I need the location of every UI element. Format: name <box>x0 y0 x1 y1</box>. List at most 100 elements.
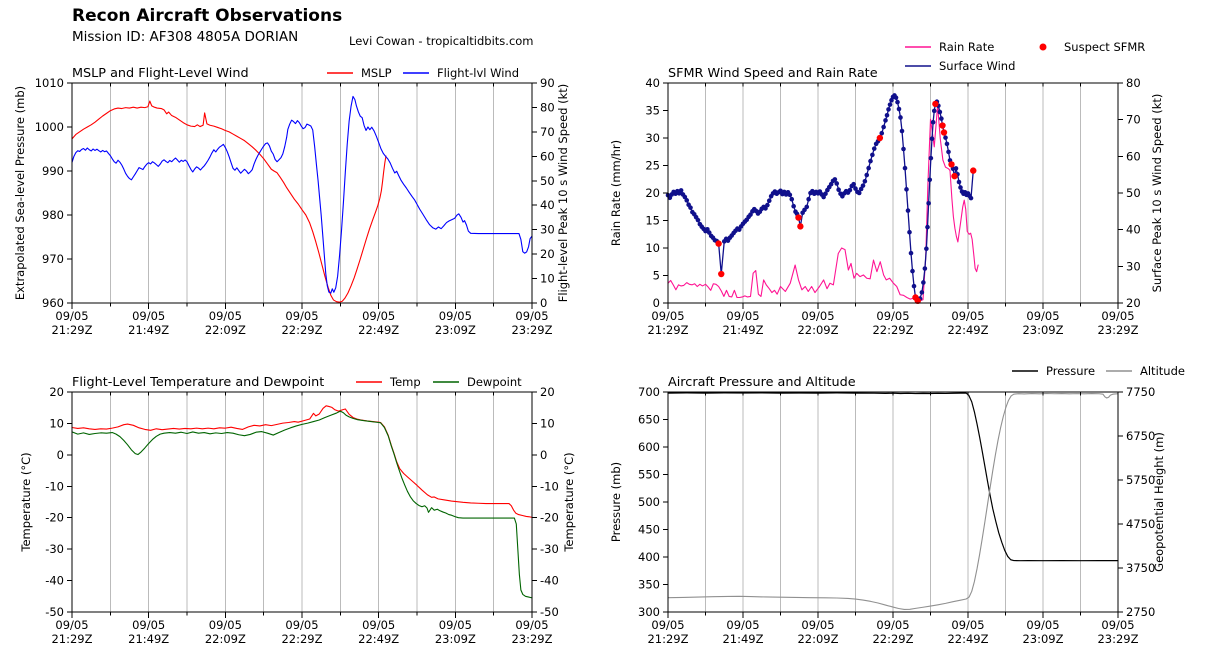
svg-text:-40: -40 <box>540 574 559 588</box>
svg-text:23:09Z: 23:09Z <box>1022 632 1063 646</box>
svg-text:970: 970 <box>42 252 64 266</box>
svg-text:1000: 1000 <box>35 120 64 134</box>
svg-text:22:09Z: 22:09Z <box>205 323 246 337</box>
svg-text:30: 30 <box>1126 259 1141 273</box>
svg-text:-20: -20 <box>540 511 559 525</box>
svg-text:09/05: 09/05 <box>362 618 395 632</box>
svg-text:22:09Z: 22:09Z <box>797 632 838 646</box>
svg-text:10: 10 <box>49 416 64 430</box>
svg-text:09/05: 09/05 <box>209 618 242 632</box>
svg-text:-10: -10 <box>540 479 559 493</box>
page-title: Recon Aircraft Observations <box>72 6 343 26</box>
svg-text:30: 30 <box>645 131 660 145</box>
mslp_flight_wind-svg: 09/0521:29Z09/0521:49Z09/0522:09Z09/0522… <box>13 66 570 337</box>
svg-text:Flight-level Peak 10 s Wind Sp: Flight-level Peak 10 s Wind Speed (kt) <box>556 84 570 303</box>
svg-text:09/05: 09/05 <box>1101 309 1134 323</box>
svg-text:09/05: 09/05 <box>1026 618 1059 632</box>
svg-text:2750: 2750 <box>1126 605 1155 619</box>
svg-text:09/05: 09/05 <box>726 309 759 323</box>
svg-text:22:09Z: 22:09Z <box>797 323 838 337</box>
svg-text:22:29Z: 22:29Z <box>872 632 913 646</box>
svg-text:450: 450 <box>638 523 660 537</box>
svg-text:35: 35 <box>645 104 660 118</box>
svg-text:09/05: 09/05 <box>209 309 242 323</box>
svg-text:40: 40 <box>540 198 555 212</box>
svg-text:09/05: 09/05 <box>132 618 165 632</box>
svg-text:80: 80 <box>1126 76 1141 90</box>
svg-text:Rain Rate (mm/hr): Rain Rate (mm/hr) <box>609 140 623 246</box>
svg-text:09/05: 09/05 <box>876 618 909 632</box>
svg-text:550: 550 <box>638 468 660 482</box>
svg-text:40: 40 <box>645 76 660 90</box>
svg-text:Rain Rate: Rain Rate <box>939 40 994 54</box>
svg-text:21:29Z: 21:29Z <box>51 632 92 646</box>
svg-text:09/05: 09/05 <box>515 309 548 323</box>
svg-text:-40: -40 <box>45 574 64 588</box>
svg-text:09/05: 09/05 <box>876 309 909 323</box>
svg-text:Flight-lvl Wind: Flight-lvl Wind <box>437 66 519 80</box>
svg-text:21:49Z: 21:49Z <box>722 323 763 337</box>
svg-text:3750: 3750 <box>1126 561 1155 575</box>
svg-text:23:29Z: 23:29Z <box>1097 323 1138 337</box>
panel-temp-dewpoint-chart: 09/05 21:29Z 09/05 21:49Z 09/05 22:09Z 09/05 22… <box>0 352 604 659</box>
svg-text:09/05: 09/05 <box>515 618 548 632</box>
svg-text:Surface Wind: Surface Wind <box>939 59 1015 73</box>
svg-text:7750: 7750 <box>1126 385 1155 399</box>
svg-text:980: 980 <box>42 208 64 222</box>
svg-text:22:09Z: 22:09Z <box>205 632 246 646</box>
svg-text:09/05: 09/05 <box>801 618 834 632</box>
svg-text:22:29Z: 22:29Z <box>281 632 322 646</box>
svg-text:400: 400 <box>638 550 660 564</box>
svg-text:700: 700 <box>638 385 660 399</box>
svg-text:Extrapolated Sea-level Pressur: Extrapolated Sea-level Pressure (mb) <box>13 86 27 300</box>
svg-text:0: 0 <box>653 296 660 310</box>
svg-text:Suspect SFMR: Suspect SFMR <box>1064 40 1145 54</box>
svg-text:Aircraft Pressure and Altitude: Aircraft Pressure and Altitude <box>668 375 856 390</box>
svg-text:1010: 1010 <box>35 76 64 90</box>
svg-text:09/05: 09/05 <box>362 309 395 323</box>
svg-text:20: 20 <box>49 385 64 399</box>
svg-text:22:29Z: 22:29Z <box>281 323 322 337</box>
svg-text:Geopotential Height (m): Geopotential Height (m) <box>1152 432 1166 572</box>
svg-text:22:49Z: 22:49Z <box>947 323 988 337</box>
svg-text:-30: -30 <box>45 542 64 556</box>
svg-text:960: 960 <box>42 296 64 310</box>
svg-text:20: 20 <box>540 385 555 399</box>
svg-text:10: 10 <box>540 416 555 430</box>
svg-text:09/05: 09/05 <box>439 618 472 632</box>
svg-text:09/05: 09/05 <box>801 309 834 323</box>
svg-text:6750: 6750 <box>1126 429 1155 443</box>
svg-text:09/05: 09/05 <box>726 618 759 632</box>
svg-text:Altitude: Altitude <box>1140 364 1185 378</box>
svg-text:23:29Z: 23:29Z <box>511 323 552 337</box>
svg-text:10: 10 <box>645 241 660 255</box>
svg-text:21:49Z: 21:49Z <box>128 632 169 646</box>
svg-text:60: 60 <box>540 149 555 163</box>
panel-mslp-flight-wind-chart: 09/05 21:29Z 09/05 21:49Z 09/05 22:09Z 09/05 22… <box>0 40 604 352</box>
svg-text:09/05: 09/05 <box>951 618 984 632</box>
panel-pressure-altitude-chart: 09/05 21:29Z 09/05 21:49Z 09/05 22:09Z 09/05 22… <box>604 352 1207 659</box>
svg-text:70: 70 <box>540 125 555 139</box>
svg-text:25: 25 <box>645 159 660 173</box>
svg-text:23:29Z: 23:29Z <box>511 632 552 646</box>
svg-text:23:09Z: 23:09Z <box>435 323 476 337</box>
svg-text:09/05: 09/05 <box>132 309 165 323</box>
svg-text:23:09Z: 23:09Z <box>435 632 476 646</box>
mission-id: Mission ID: AF308 4805A DORIAN <box>72 29 299 45</box>
svg-text:0: 0 <box>540 448 547 462</box>
sfmr_rain-svg: 09/0521:29Z09/0521:49Z09/0522:09Z09/0522… <box>609 40 1164 337</box>
svg-text:20: 20 <box>1126 296 1141 310</box>
panel-sfmr-rain-chart: 09/05 21:29Z 09/05 21:49Z 09/05 22:09Z 09/05 22… <box>604 40 1207 352</box>
svg-text:20: 20 <box>645 186 660 200</box>
svg-text:Pressure (mb): Pressure (mb) <box>609 462 623 542</box>
svg-text:09/05: 09/05 <box>651 618 684 632</box>
temp_dewpoint-svg: 09/0521:29Z09/0521:49Z09/0522:09Z09/0522… <box>19 375 576 646</box>
svg-text:30: 30 <box>540 223 555 237</box>
svg-text:Temp: Temp <box>389 375 421 389</box>
svg-text:300: 300 <box>638 605 660 619</box>
svg-text:-50: -50 <box>45 605 64 619</box>
svg-text:09/05: 09/05 <box>439 309 472 323</box>
svg-text:-10: -10 <box>45 479 64 493</box>
svg-text:15: 15 <box>645 214 660 228</box>
svg-text:09/05: 09/05 <box>285 309 318 323</box>
